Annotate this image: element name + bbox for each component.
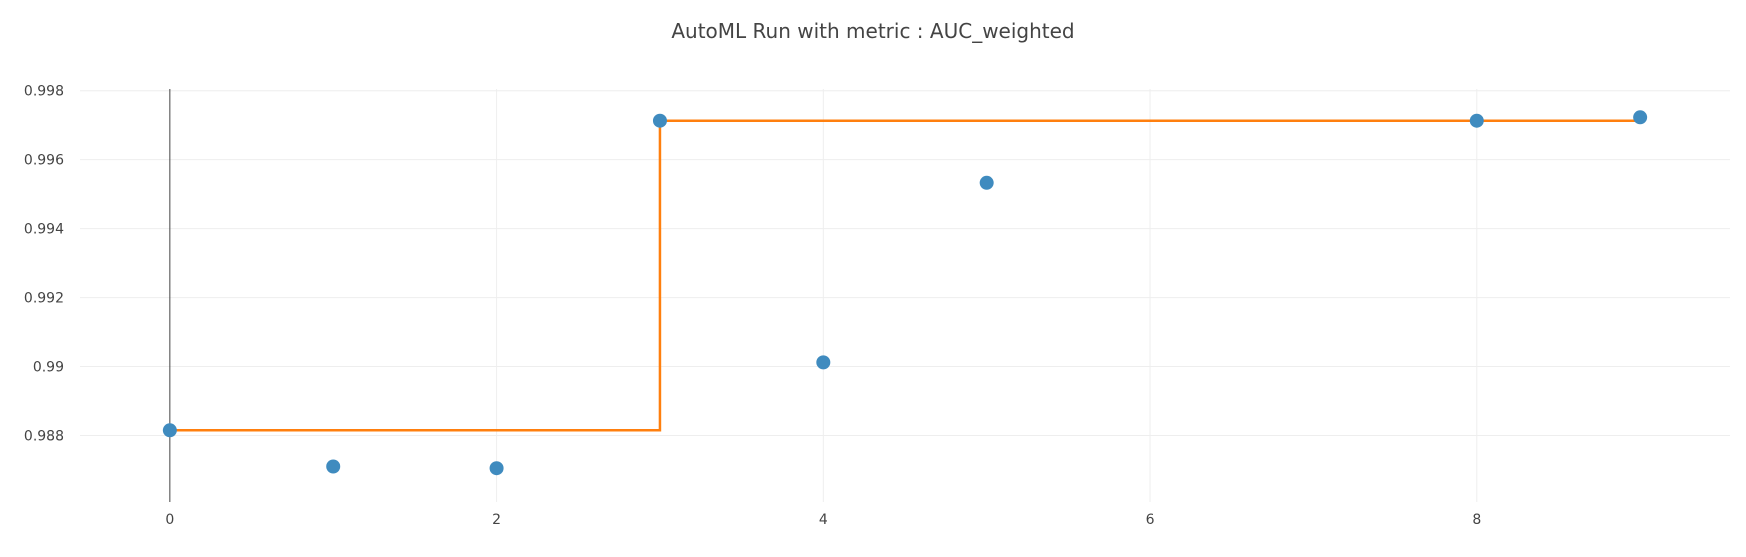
y-tick-label: 0.99	[33, 360, 64, 376]
y-tick-label: 0.988	[24, 428, 64, 444]
y-tick-label: 0.994	[24, 222, 64, 238]
data-point	[979, 175, 994, 190]
x-tick-label: 4	[819, 512, 828, 528]
data-point	[1469, 113, 1484, 128]
grid	[80, 89, 1730, 502]
data-point	[652, 113, 667, 128]
data-point	[326, 459, 341, 474]
x-axis-ticks: 0 2 4 6 8	[165, 512, 1481, 528]
best-metric-step-line	[169, 119, 1641, 432]
x-tick-label: 8	[1472, 512, 1481, 528]
x-tick-label: 2	[492, 512, 501, 528]
data-point	[816, 355, 831, 370]
x-tick-label: 6	[1146, 512, 1155, 528]
y-tick-label: 0.992	[24, 291, 64, 307]
plot-area	[162, 110, 1648, 476]
y-tick-label: 0.998	[24, 84, 64, 100]
data-point	[489, 461, 504, 476]
x-tick-label: 0	[165, 512, 174, 528]
y-tick-label: 0.996	[24, 153, 64, 169]
y-axis-ticks: 0.988 0.99 0.992 0.994 0.996 0.998	[24, 84, 64, 445]
chart-title: AutoML Run with metric : AUC_weighted	[671, 19, 1074, 43]
data-point	[1633, 110, 1648, 125]
data-point	[162, 423, 177, 438]
